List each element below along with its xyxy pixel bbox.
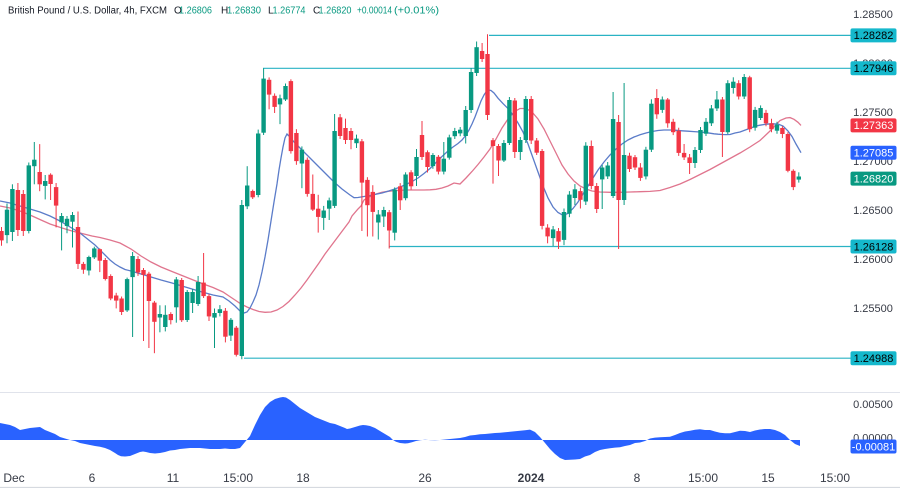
svg-text:1.27085: 1.27085 bbox=[854, 148, 894, 160]
svg-text:1.27946: 1.27946 bbox=[854, 63, 894, 75]
svg-text:15: 15 bbox=[761, 471, 775, 485]
svg-text:L: L bbox=[268, 6, 274, 17]
svg-text:C: C bbox=[313, 6, 320, 17]
svg-text:18: 18 bbox=[296, 471, 310, 485]
svg-text:15:00: 15:00 bbox=[820, 471, 850, 485]
svg-text:British Pound / U.S. Dollar, 4: British Pound / U.S. Dollar, 4h, FXCM bbox=[8, 6, 167, 17]
svg-text:1.26128: 1.26128 bbox=[854, 241, 894, 253]
svg-text:1.28282: 1.28282 bbox=[854, 30, 894, 42]
svg-text:H: H bbox=[221, 6, 228, 17]
svg-text:1.26774: 1.26774 bbox=[273, 6, 306, 17]
svg-text:1.24988: 1.24988 bbox=[854, 353, 894, 365]
svg-text:+0.00014: +0.00014 bbox=[357, 6, 392, 17]
svg-text:1.26820: 1.26820 bbox=[854, 173, 894, 185]
svg-text:O: O bbox=[174, 6, 182, 17]
svg-text:-0.00081: -0.00081 bbox=[852, 441, 895, 453]
svg-text:1.28500: 1.28500 bbox=[853, 9, 893, 21]
svg-text:1.26830: 1.26830 bbox=[227, 6, 261, 17]
svg-text:1.26500: 1.26500 bbox=[853, 205, 893, 217]
svg-text:6: 6 bbox=[89, 471, 96, 485]
svg-text:1.26806: 1.26806 bbox=[179, 6, 212, 17]
svg-text:0.00500: 0.00500 bbox=[853, 399, 893, 411]
svg-text:15:00: 15:00 bbox=[688, 471, 718, 485]
svg-text:26: 26 bbox=[418, 471, 432, 485]
svg-text:Dec: Dec bbox=[3, 471, 24, 485]
svg-text:1.26000: 1.26000 bbox=[853, 254, 893, 266]
svg-text:1.26820: 1.26820 bbox=[319, 6, 352, 17]
svg-text:15:00: 15:00 bbox=[223, 471, 253, 485]
svg-text:1.27500: 1.27500 bbox=[853, 107, 893, 119]
svg-text:1.25500: 1.25500 bbox=[853, 303, 893, 315]
svg-text:1.27363: 1.27363 bbox=[854, 120, 894, 132]
svg-text:11: 11 bbox=[167, 471, 180, 485]
svg-text:(+0.01%): (+0.01%) bbox=[394, 6, 439, 17]
svg-text:8: 8 bbox=[634, 471, 641, 485]
svg-text:2024: 2024 bbox=[518, 471, 545, 485]
